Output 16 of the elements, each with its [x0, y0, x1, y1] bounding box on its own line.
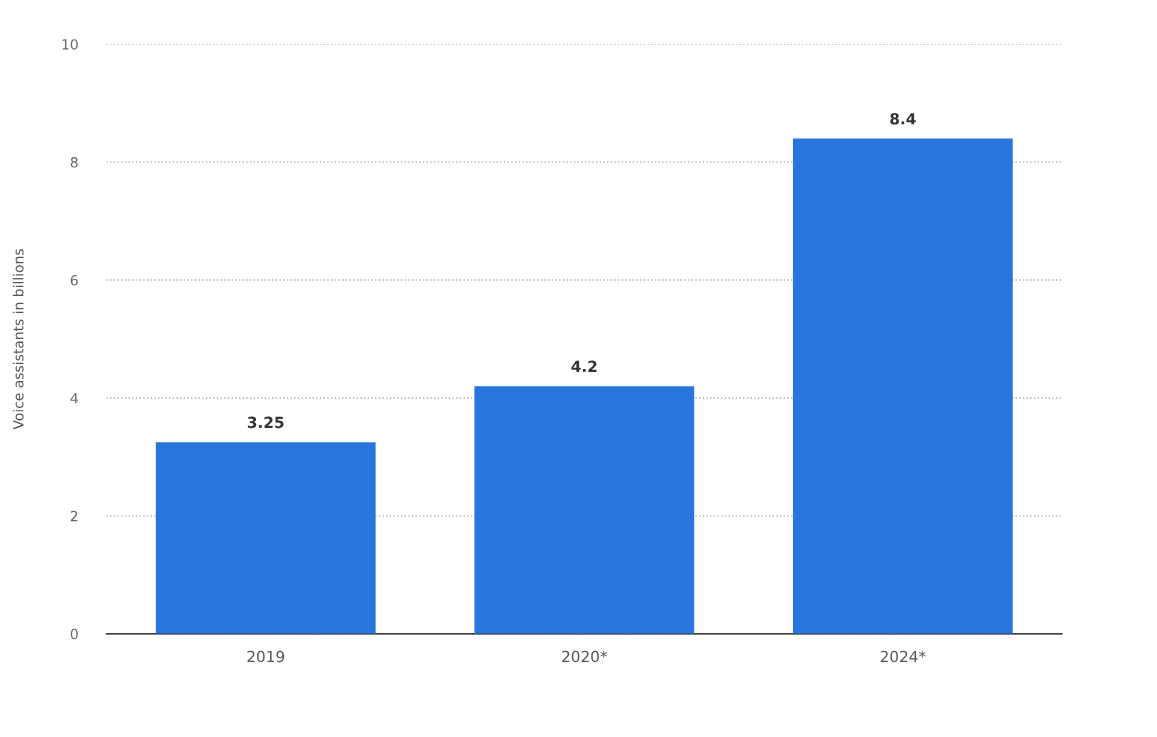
data-label: 4.2 — [571, 360, 597, 372]
y-tick-label: 4 — [70, 393, 78, 404]
data-label: 8.4 — [890, 112, 916, 125]
x-tick-label: 2019 — [247, 650, 285, 663]
data-label: 3.25 — [247, 416, 284, 429]
y-tick-label: 6 — [70, 275, 78, 286]
x-tick-label: 2024* — [880, 650, 926, 663]
y-tick-label: 8 — [70, 157, 78, 168]
y-tick-label: 10 — [62, 39, 78, 50]
y-axis-title: Voice assistants in billions — [12, 249, 24, 430]
bar — [155, 442, 376, 634]
y-tick-label: 2 — [70, 510, 78, 522]
bar — [474, 386, 695, 634]
bar — [792, 138, 1013, 634]
y-tick-label: 0 — [70, 628, 78, 640]
x-tick-label: 2020* — [562, 650, 608, 663]
